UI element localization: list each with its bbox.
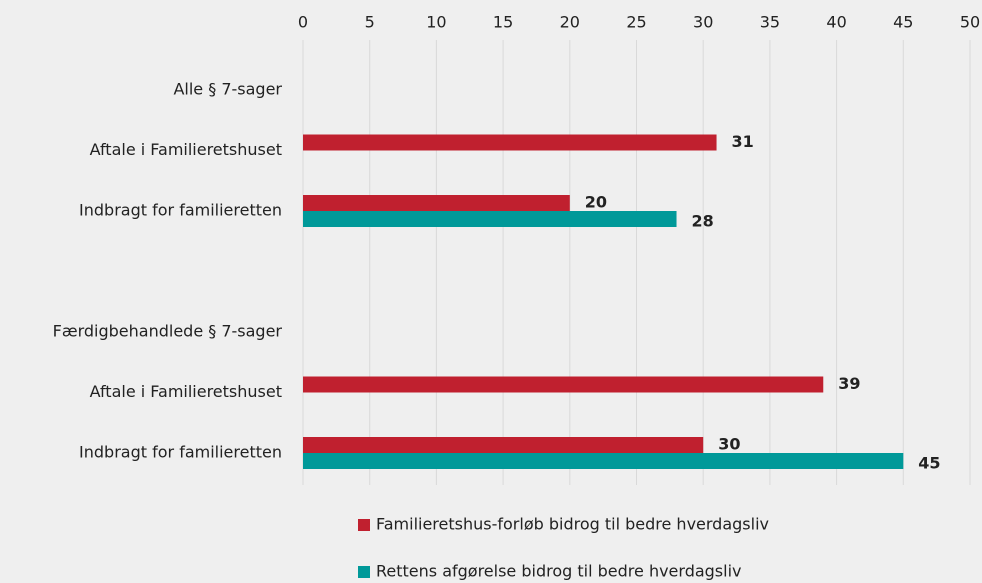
x-tick-label: 50 bbox=[960, 13, 980, 32]
x-tick-label: 30 bbox=[693, 13, 713, 32]
value-label: 31 bbox=[732, 132, 754, 151]
x-tick-label: 20 bbox=[560, 13, 580, 32]
bar bbox=[303, 195, 570, 211]
x-tick-label: 40 bbox=[826, 13, 846, 32]
category-label: Aftale i Familieretshuset bbox=[90, 140, 282, 159]
category-label: Færdigbehandlede § 7-sager bbox=[53, 322, 283, 341]
legend-label: Rettens afgørelse bidrog til bedre hverd… bbox=[376, 562, 742, 581]
x-tick-label: 15 bbox=[493, 13, 513, 32]
category-label: Indbragt for familieretten bbox=[79, 201, 282, 220]
category-label: Aftale i Familieretshuset bbox=[90, 382, 282, 401]
value-label: 39 bbox=[838, 374, 860, 393]
x-tick-label: 5 bbox=[365, 13, 375, 32]
category-label: Alle § 7-sager bbox=[173, 80, 282, 99]
x-tick-label: 35 bbox=[760, 13, 780, 32]
x-tick-label: 45 bbox=[893, 13, 913, 32]
value-label: 28 bbox=[692, 212, 714, 231]
legend-label: Familieretshus-forløb bidrog til bedre h… bbox=[376, 515, 769, 534]
legend-swatch bbox=[358, 519, 370, 531]
value-label: 20 bbox=[585, 193, 607, 212]
bar bbox=[303, 211, 677, 227]
category-label: Indbragt for familieretten bbox=[79, 443, 282, 462]
x-tick-label: 10 bbox=[426, 13, 446, 32]
bar bbox=[303, 453, 904, 469]
legend-swatch bbox=[358, 566, 370, 578]
value-label: 45 bbox=[918, 454, 940, 473]
value-label: 30 bbox=[718, 435, 740, 454]
x-tick-label: 25 bbox=[626, 13, 646, 32]
bar bbox=[303, 376, 824, 393]
bar bbox=[303, 134, 717, 151]
bar bbox=[303, 437, 704, 453]
x-tick-label: 0 bbox=[298, 13, 308, 32]
